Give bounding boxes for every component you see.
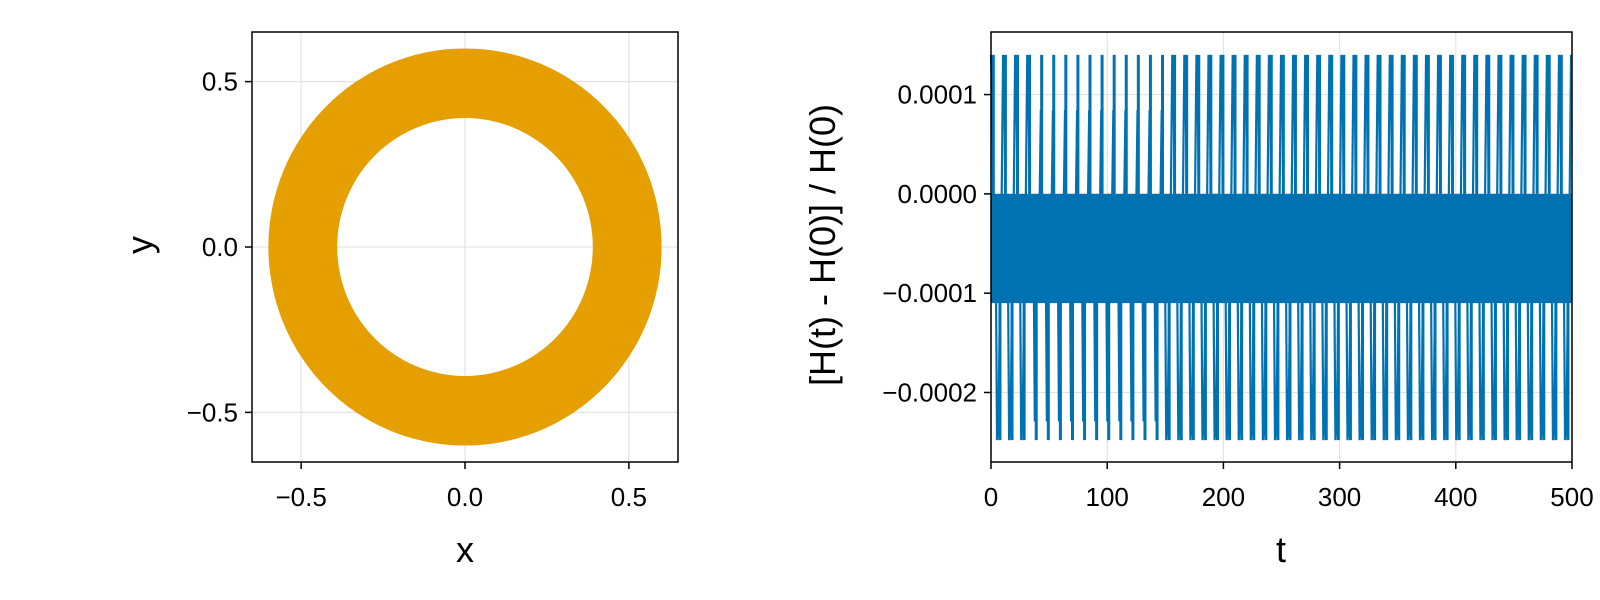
x-tick-label: −0.5 <box>275 482 326 512</box>
y-tick-label: −0.5 <box>187 397 238 427</box>
orbit-data <box>268 48 662 446</box>
orbit-annulus <box>268 48 662 446</box>
x-tick-label: 0 <box>984 482 998 512</box>
orbit-panel: −0.5 0.0 0.5 −0.5 0.0 0.5 x y <box>119 31 679 570</box>
x-tick-label: 500 <box>1550 482 1593 512</box>
y-tick-label: 0.0000 <box>897 179 977 209</box>
y-tick-label: 0.0001 <box>897 80 977 110</box>
orbit-y-label: y <box>119 236 160 254</box>
energy-series-line <box>989 54 1573 441</box>
energy-panel: 0 100 200 300 400 500 0.0001 0.0000 −0.0001 −0.00… <box>802 31 1594 570</box>
y-tick-label: 0.0 <box>202 232 238 262</box>
y-tick-label: −0.0002 <box>882 377 977 407</box>
x-tick-label: 0.5 <box>611 482 647 512</box>
x-tick-label: 0.0 <box>447 482 483 512</box>
energy-data <box>989 54 1573 441</box>
y-tick-label: 0.5 <box>202 67 238 97</box>
x-tick-label: 100 <box>1086 482 1129 512</box>
orbit-x-label: x <box>456 529 474 570</box>
orbit-ticks: −0.5 0.0 0.5 −0.5 0.0 0.5 <box>187 67 647 512</box>
energy-y-label: [H(t) - H(0)] / H(0) <box>802 104 843 386</box>
x-tick-label: 300 <box>1318 482 1361 512</box>
energy-frame <box>990 31 1573 463</box>
energy-ticks: 0 100 200 300 400 500 0.0001 0.0000 −0.0001 −0.00… <box>882 80 1593 512</box>
x-tick-label: 400 <box>1434 482 1477 512</box>
y-tick-label: −0.0001 <box>882 278 977 308</box>
x-tick-label: 200 <box>1202 482 1245 512</box>
energy-x-label: t <box>1276 529 1286 570</box>
